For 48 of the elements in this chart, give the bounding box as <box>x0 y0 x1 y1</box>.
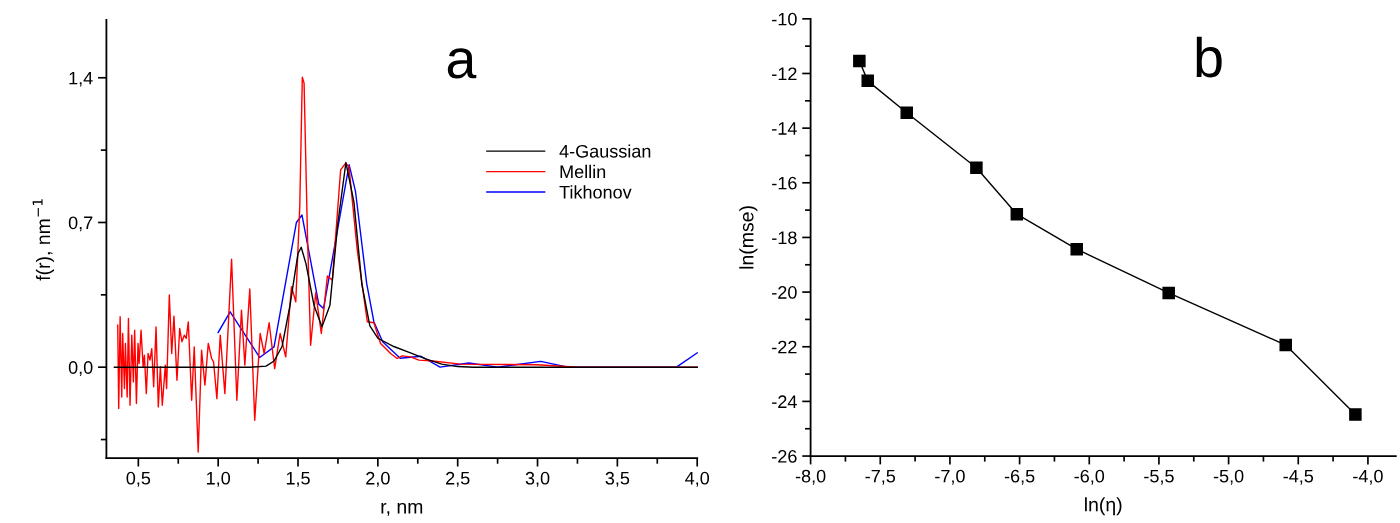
point <box>1279 338 1292 352</box>
y-tick-label: -20 <box>772 286 797 299</box>
x-tick-label: -6,5 <box>1004 469 1035 485</box>
point <box>900 106 913 120</box>
point <box>1070 242 1083 256</box>
x-tick-label: -8,0 <box>795 469 826 485</box>
x-tick-label: -5,5 <box>1144 469 1174 485</box>
x-tick-label: -5,0 <box>1213 469 1244 485</box>
y-tick-label: -16 <box>772 176 797 190</box>
legend-label: Mellin <box>560 164 606 179</box>
x-axis-title: ln(η) <box>1085 497 1122 516</box>
x-tick-label: -7,5 <box>865 469 896 485</box>
point <box>1349 408 1362 421</box>
y-tick-label: -18 <box>772 231 797 245</box>
legend-label: 4-Gaussian <box>559 144 651 158</box>
x-tick-label: -7,0 <box>935 469 965 485</box>
point <box>853 54 866 68</box>
y-tick-label: 0,7 <box>68 216 93 232</box>
x-tick-label: -6,0 <box>1074 469 1105 485</box>
annotation: a <box>447 48 477 79</box>
y-axis-title: ln(mse) <box>739 206 758 269</box>
annotation: b <box>1196 36 1222 78</box>
point <box>861 74 874 88</box>
point <box>970 161 983 175</box>
x-tick-label: 1,0 <box>207 471 231 487</box>
y-tick-label: -12 <box>772 67 797 81</box>
x-tick-label: 4,0 <box>685 471 710 487</box>
legend-label: Tikhonov <box>559 185 632 199</box>
x-tick-label: -4,0 <box>1353 469 1383 485</box>
x-tick-label: 1,5 <box>286 472 310 487</box>
point <box>1162 286 1175 300</box>
point <box>1010 207 1024 221</box>
y-tick-label: -22 <box>772 340 797 354</box>
y-tick-label: 0,0 <box>68 361 93 377</box>
x-axis-title: r, nm <box>381 502 423 516</box>
y-axis-title: f(r), nm$^{−1}$ <box>32 199 55 281</box>
y-tick-label: -24 <box>772 395 797 408</box>
x-tick-label: 3,0 <box>525 471 550 487</box>
x-tick-label: -4,5 <box>1283 469 1314 485</box>
x-tick-label: 2,0 <box>366 471 390 487</box>
x-tick-label: 2,5 <box>446 471 470 487</box>
x-tick-label: 0,5 <box>126 471 151 487</box>
line-series <box>113 161 698 368</box>
y-tick-label: -26 <box>772 449 797 463</box>
x-tick-label: 3,5 <box>605 471 630 487</box>
y-tick-label: -14 <box>772 122 797 135</box>
y-tick-label: -10 <box>772 12 797 26</box>
y-tick-label: 1,4 <box>69 71 93 87</box>
